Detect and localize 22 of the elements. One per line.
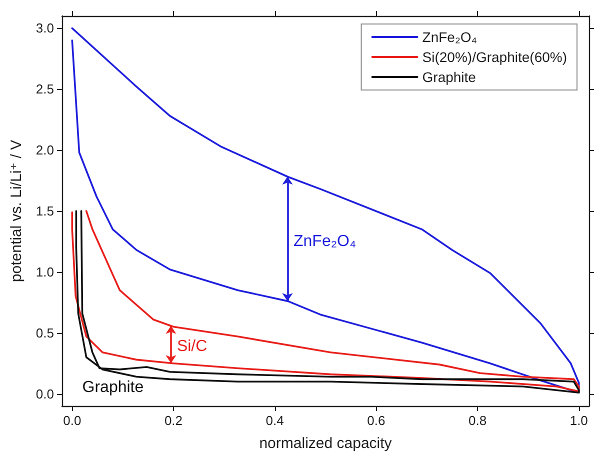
x-tick-label: 0.2 [164, 413, 183, 428]
y-tick-label: 0.5 [36, 325, 54, 340]
x-tick-label: 1.0 [570, 413, 588, 428]
y-tick-label: 0.0 [36, 386, 54, 402]
y-tick-label: 2.5 [36, 82, 54, 97]
y-tick-label: 3.0 [36, 20, 54, 36]
y-tick-label: 1.0 [36, 264, 54, 280]
line-series [71, 27, 580, 394]
legend-label: ZnFe₂O₄ [422, 29, 478, 45]
x-tick-label: 0.4 [266, 413, 284, 428]
legend-label: Si(20%)/Graphite(60%) [422, 49, 568, 65]
annotation: Graphite [82, 379, 144, 396]
x-axis-title: normalized capacity [259, 435, 392, 452]
x-tick-label: 0.6 [367, 413, 386, 428]
legend-label: Graphite [422, 69, 476, 85]
annotation: ZnFe₂O₄ [293, 232, 356, 250]
y-tick-label: 2.0 [36, 142, 54, 158]
x-tick-label: 0.0 [63, 413, 82, 428]
x-tick-label: 0.8 [468, 413, 487, 428]
y-tick-label: 1.5 [36, 204, 54, 218]
annotation: Si/C [176, 338, 208, 355]
y-axis-title: potential vs. Li/Li⁺ / V [8, 140, 25, 282]
